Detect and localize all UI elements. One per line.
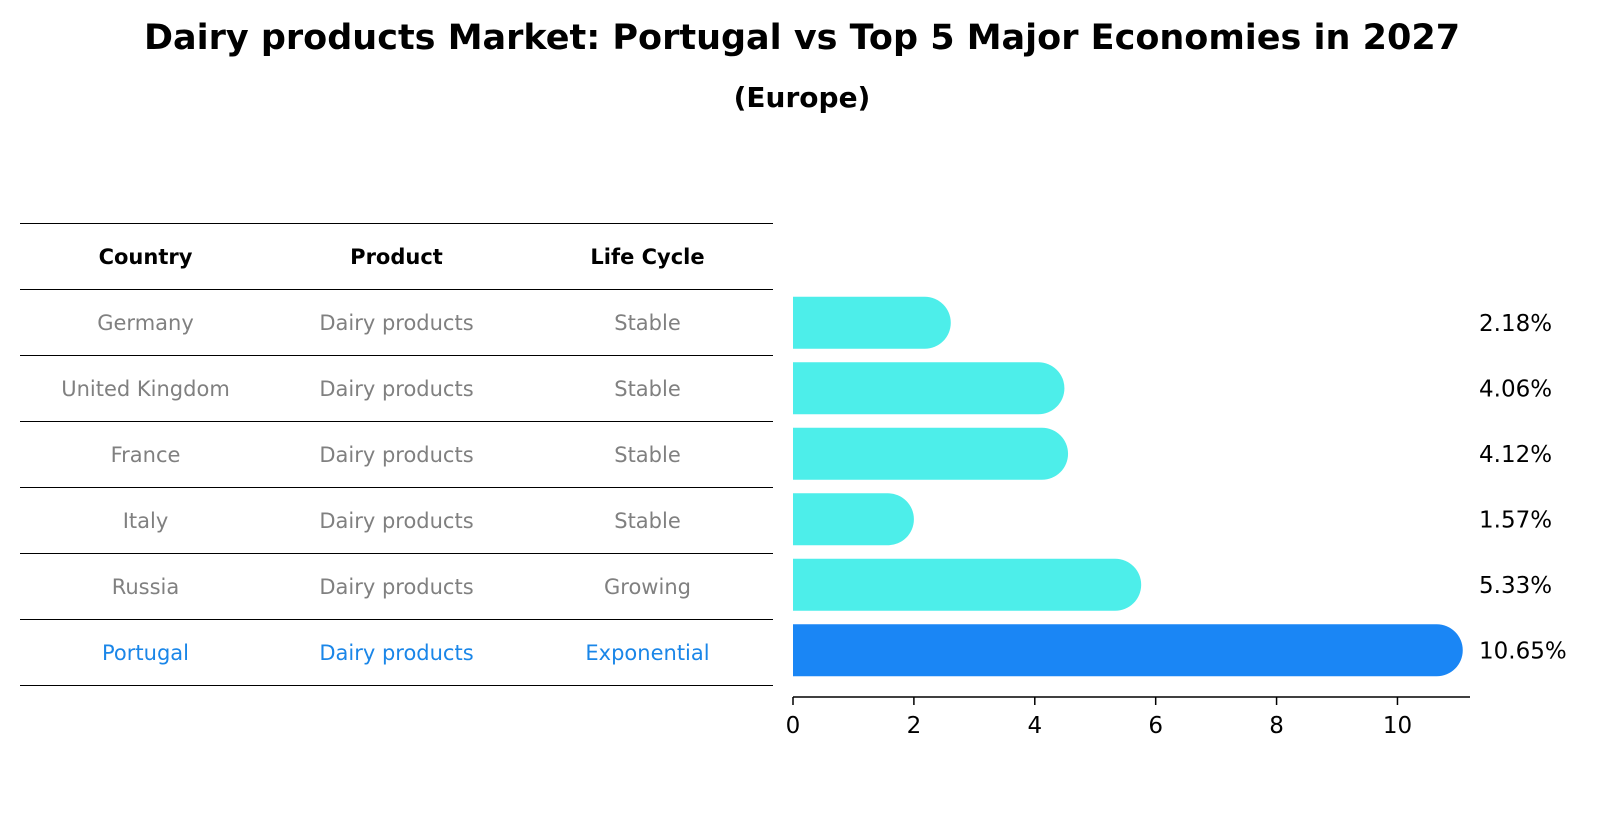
cell-product: Dairy products <box>271 289 522 356</box>
market-table: Country Product Life Cycle Germany Dairy… <box>20 223 773 686</box>
x-tick-label: 4 <box>1027 713 1042 739</box>
cell-product: Dairy products <box>271 553 522 620</box>
table-row: Russia Dairy products Growing <box>20 553 773 620</box>
bar-value-label: 10.65% <box>1479 638 1567 664</box>
header-life-cycle: Life Cycle <box>522 223 773 290</box>
cell-country: France <box>20 421 271 488</box>
bar-italy <box>793 493 914 546</box>
cell-life-cycle: Stable <box>522 487 773 554</box>
table-row-highlight: Portugal Dairy products Exponential <box>20 619 773 686</box>
x-tick-label: 0 <box>786 713 801 739</box>
table-row: United Kingdom Dairy products Stable <box>20 355 773 422</box>
bar-value-label: 4.12% <box>1479 442 1552 468</box>
bar-portugal <box>793 624 1463 677</box>
header-country: Country <box>20 223 271 290</box>
x-tick-label: 6 <box>1148 713 1163 739</box>
x-tick-label: 2 <box>907 713 922 739</box>
table-row: France Dairy products Stable <box>20 421 773 488</box>
bar-germany <box>793 296 951 349</box>
cell-life-cycle: Stable <box>522 289 773 356</box>
cell-product: Dairy products <box>271 487 522 554</box>
chart-subtitle: (Europe) <box>733 81 871 114</box>
table-header-row: Country Product Life Cycle <box>20 223 773 290</box>
x-tick-label: 10 <box>1383 713 1412 739</box>
cell-life-cycle: Exponential <box>522 619 773 686</box>
bar-russia <box>793 558 1142 611</box>
cell-country: Germany <box>20 289 271 356</box>
cell-country: United Kingdom <box>20 355 271 422</box>
bar-france <box>793 427 1069 480</box>
table-row: Italy Dairy products Stable <box>20 487 773 554</box>
header-product: Product <box>271 223 522 290</box>
cell-product: Dairy products <box>271 619 522 686</box>
cell-product: Dairy products <box>271 355 522 422</box>
cell-life-cycle: Growing <box>522 553 773 620</box>
table-row: Germany Dairy products Stable <box>20 289 773 356</box>
bar-value-label: 1.57% <box>1479 507 1552 533</box>
cell-country: Italy <box>20 487 271 554</box>
bar-value-label: 5.33% <box>1479 573 1552 599</box>
cell-country: Russia <box>20 553 271 620</box>
x-tick-label: 8 <box>1269 713 1284 739</box>
bar-value-label: 2.18% <box>1479 311 1552 337</box>
chart-title: Dairy products Market: Portugal vs Top 5… <box>143 18 1461 58</box>
cell-product: Dairy products <box>271 421 522 488</box>
cell-life-cycle: Stable <box>522 421 773 488</box>
cell-country: Portugal <box>20 619 271 686</box>
bar-value-label: 4.06% <box>1479 376 1552 402</box>
bar-united-kingdom <box>793 362 1065 415</box>
